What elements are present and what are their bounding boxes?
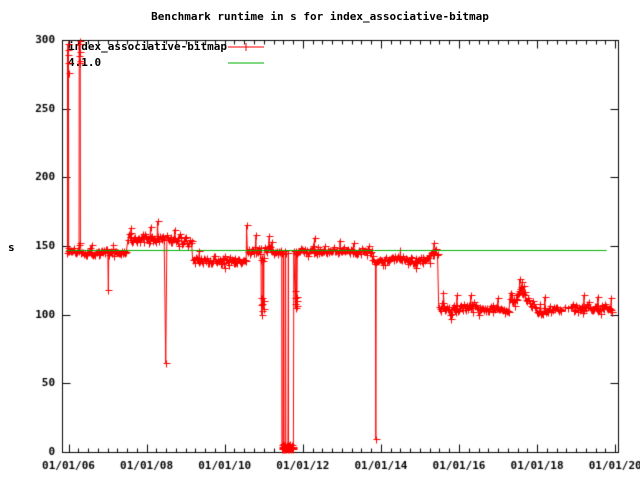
benchmark-chart-window: Benchmark runtime in s for index_associa… [0, 0, 640, 480]
plot-canvas [0, 0, 640, 480]
